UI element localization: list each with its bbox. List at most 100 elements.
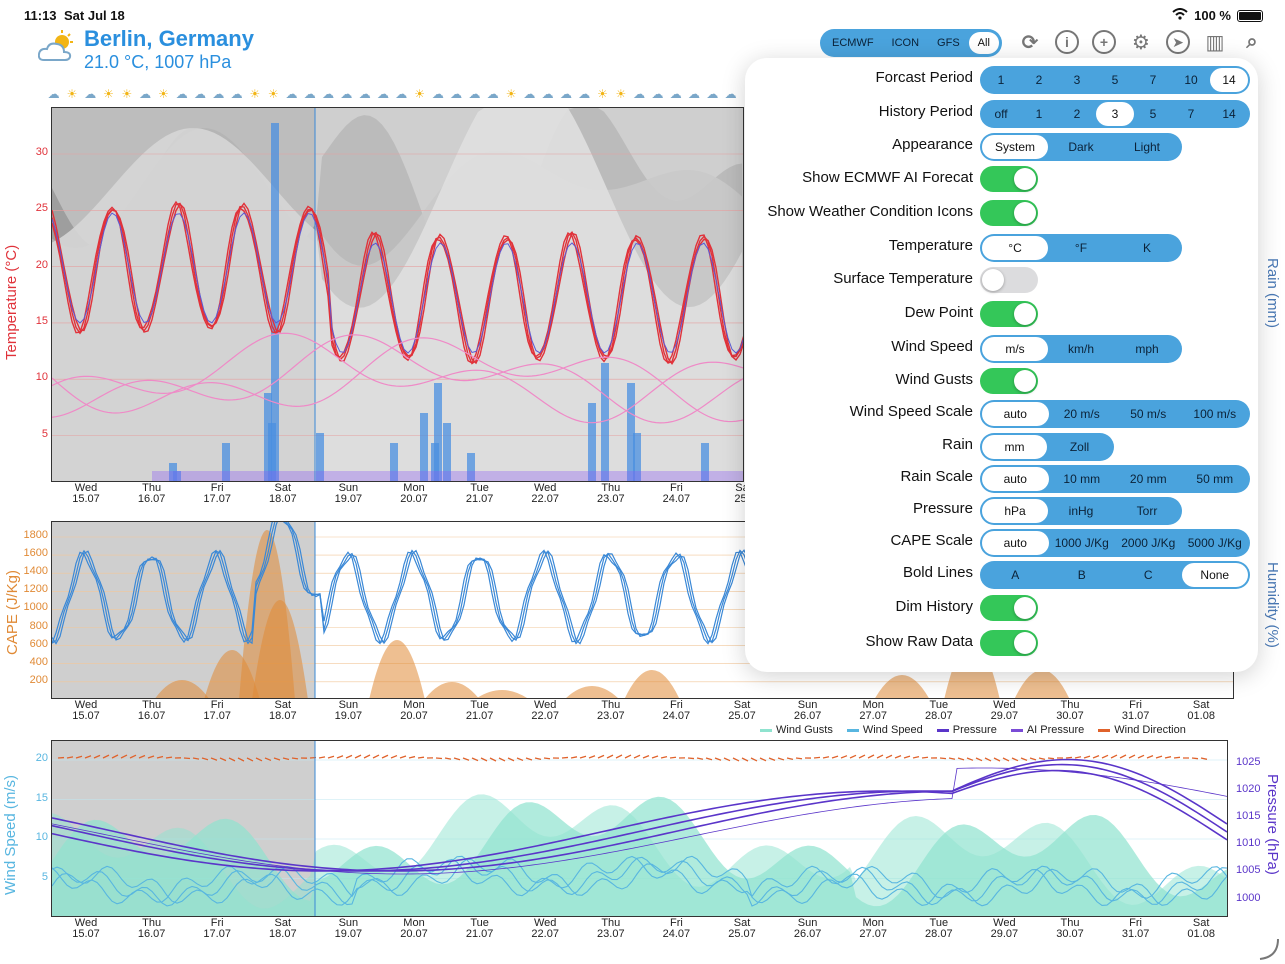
segment-option[interactable]: 3 — [1096, 102, 1134, 126]
wind-direction-arrow — [840, 755, 848, 759]
x-tick-day: Mon — [403, 699, 425, 711]
segment-option[interactable]: 3 — [1073, 73, 1081, 87]
settings-toggle[interactable] — [980, 630, 1038, 656]
segment-option[interactable]: °F — [1074, 241, 1088, 255]
segment-option[interactable]: m/s — [982, 337, 1048, 361]
search-icon[interactable]: ⌕ — [1246, 30, 1258, 53]
segment-option[interactable]: 2 — [1073, 107, 1081, 121]
rain-bar — [316, 433, 324, 481]
wind-direction-arrow — [939, 757, 947, 760]
series-line — [52, 855, 1227, 907]
settings-label: Show Raw Data — [865, 633, 973, 650]
humidity-axis-title: Humidity (%) — [1264, 562, 1281, 648]
wind-direction-arrow — [570, 756, 578, 759]
segment-option[interactable]: 20 m/s — [1063, 407, 1100, 421]
settings-segmented-control[interactable]: hPa inHg Torr — [980, 497, 1182, 525]
segment-option[interactable]: off — [994, 107, 1008, 121]
settings-toggle[interactable] — [980, 368, 1038, 394]
add-icon[interactable]: + — [1092, 30, 1116, 54]
segment-option[interactable]: 5000 J/Kg — [1187, 536, 1242, 550]
wind-direction-arrow — [948, 757, 956, 760]
settings-segmented-control[interactable]: mm Zoll — [980, 433, 1114, 461]
segment-option[interactable]: auto — [982, 531, 1049, 555]
wind-direction-arrow — [831, 755, 839, 759]
refresh-icon[interactable]: ⟳ — [1021, 31, 1039, 54]
segment-option[interactable]: 1000 J/Kg — [1054, 536, 1109, 550]
y-tick-label: 1400 — [23, 565, 48, 578]
x-tick-day: Sun — [338, 917, 359, 929]
settings-segmented-control[interactable]: auto 20 m/s 50 m/s 100 m/s — [980, 400, 1250, 428]
segment-option[interactable]: auto — [982, 467, 1049, 491]
segment-option[interactable]: inHg — [1068, 504, 1094, 518]
segment-option[interactable]: 10 mm — [1063, 472, 1101, 486]
segment-option[interactable]: 5 — [1149, 107, 1157, 121]
segment-option[interactable]: Light — [1133, 140, 1161, 154]
settings-toggle[interactable] — [980, 200, 1038, 226]
settings-toggle[interactable] — [980, 267, 1038, 293]
segment-option[interactable]: mm — [982, 435, 1047, 459]
settings-label: Temperature — [888, 237, 973, 254]
settings-toggle[interactable] — [980, 166, 1038, 192]
segment-option[interactable]: A — [1011, 568, 1020, 582]
model-all[interactable]: All — [968, 32, 999, 54]
model-selector[interactable]: ECMWF ICON GFS All — [820, 29, 1002, 57]
segment-option[interactable]: 20 mm — [1129, 472, 1167, 486]
segment-option[interactable]: 14 — [1210, 68, 1248, 92]
segment-option[interactable]: °C — [982, 236, 1048, 260]
x-tick-label: Sat 18.07 — [260, 700, 306, 722]
segment-option[interactable]: 50 mm — [1196, 472, 1234, 486]
model-ecmwf[interactable]: ECMWF — [832, 37, 874, 49]
segment-option[interactable]: 5 — [1111, 73, 1119, 87]
segment-option[interactable]: C — [1143, 568, 1153, 582]
segment-option[interactable]: 2000 J/Kg — [1121, 536, 1176, 550]
segment-option[interactable]: auto — [982, 402, 1049, 426]
segment-option[interactable]: km/h — [1067, 342, 1094, 356]
wind-pressure-chart[interactable] — [51, 740, 1228, 917]
segment-option[interactable]: Dark — [1068, 140, 1094, 154]
settings-segmented-control[interactable]: System Dark Light — [980, 133, 1182, 161]
model-gfs[interactable]: GFS — [937, 37, 960, 49]
settings-segmented-control[interactable]: off 1 2 3 5 7 14 — [980, 100, 1250, 128]
settings-segmented-control[interactable]: m/s km/h mph — [980, 335, 1182, 363]
cape-chart-canvas — [52, 522, 1233, 698]
segment-option[interactable]: 50 m/s — [1130, 407, 1167, 421]
weather-condition-icon: ☁ — [724, 87, 737, 101]
settings-segmented-control[interactable]: A B C None — [980, 561, 1250, 589]
settings-segmented-control[interactable]: auto 1000 J/Kg 2000 J/Kg 5000 J/Kg — [980, 529, 1250, 557]
settings-label: Surface Temperature — [833, 270, 973, 287]
segment-option[interactable]: 7 — [1187, 107, 1195, 121]
wind-direction-arrow — [120, 754, 128, 759]
resize-handle-icon[interactable] — [1256, 937, 1280, 961]
settings-toggle[interactable] — [980, 301, 1038, 327]
segment-option[interactable]: Zoll — [1069, 440, 1090, 454]
segment-option[interactable]: System — [982, 135, 1048, 159]
settings-segmented-control[interactable]: 1 2 3 5 7 10 14 — [980, 66, 1250, 94]
settings-segmented-control[interactable]: auto 10 mm 20 mm 50 mm — [980, 465, 1250, 493]
segment-option[interactable]: 1 — [1035, 107, 1043, 121]
location-arrow-icon[interactable]: ➤ — [1166, 30, 1190, 54]
segment-option[interactable]: B — [1077, 568, 1086, 582]
segment-option[interactable]: Torr — [1136, 504, 1158, 518]
wind-direction-arrow — [228, 757, 236, 762]
segment-option[interactable]: 1 — [997, 73, 1005, 87]
map-icon[interactable]: ▥ — [1205, 31, 1225, 54]
segment-option[interactable]: hPa — [982, 499, 1048, 523]
y-tick-label: 20 — [35, 258, 48, 271]
segment-option[interactable]: 100 m/s — [1193, 407, 1237, 421]
segment-option[interactable]: 14 — [1222, 107, 1236, 121]
segment-option[interactable]: mph — [1135, 342, 1159, 356]
temperature-chart[interactable] — [51, 107, 744, 482]
segment-option[interactable]: K — [1142, 241, 1151, 255]
settings-toggle[interactable] — [980, 595, 1038, 621]
info-icon[interactable]: i — [1055, 30, 1079, 54]
segment-option[interactable]: 7 — [1149, 73, 1157, 87]
segment-option[interactable]: 10 — [1184, 73, 1198, 87]
segment-option[interactable]: 2 — [1035, 73, 1043, 87]
model-icon[interactable]: ICON — [891, 37, 920, 49]
wind-direction-arrow — [849, 754, 857, 759]
x-tick-day: Sun — [338, 482, 359, 494]
settings-gear-icon[interactable]: ⚙ — [1132, 31, 1150, 54]
segment-option[interactable]: None — [1181, 563, 1248, 587]
x-tick-label: Thu 30.07 — [1047, 918, 1093, 940]
settings-segmented-control[interactable]: °C °F K — [980, 234, 1182, 262]
